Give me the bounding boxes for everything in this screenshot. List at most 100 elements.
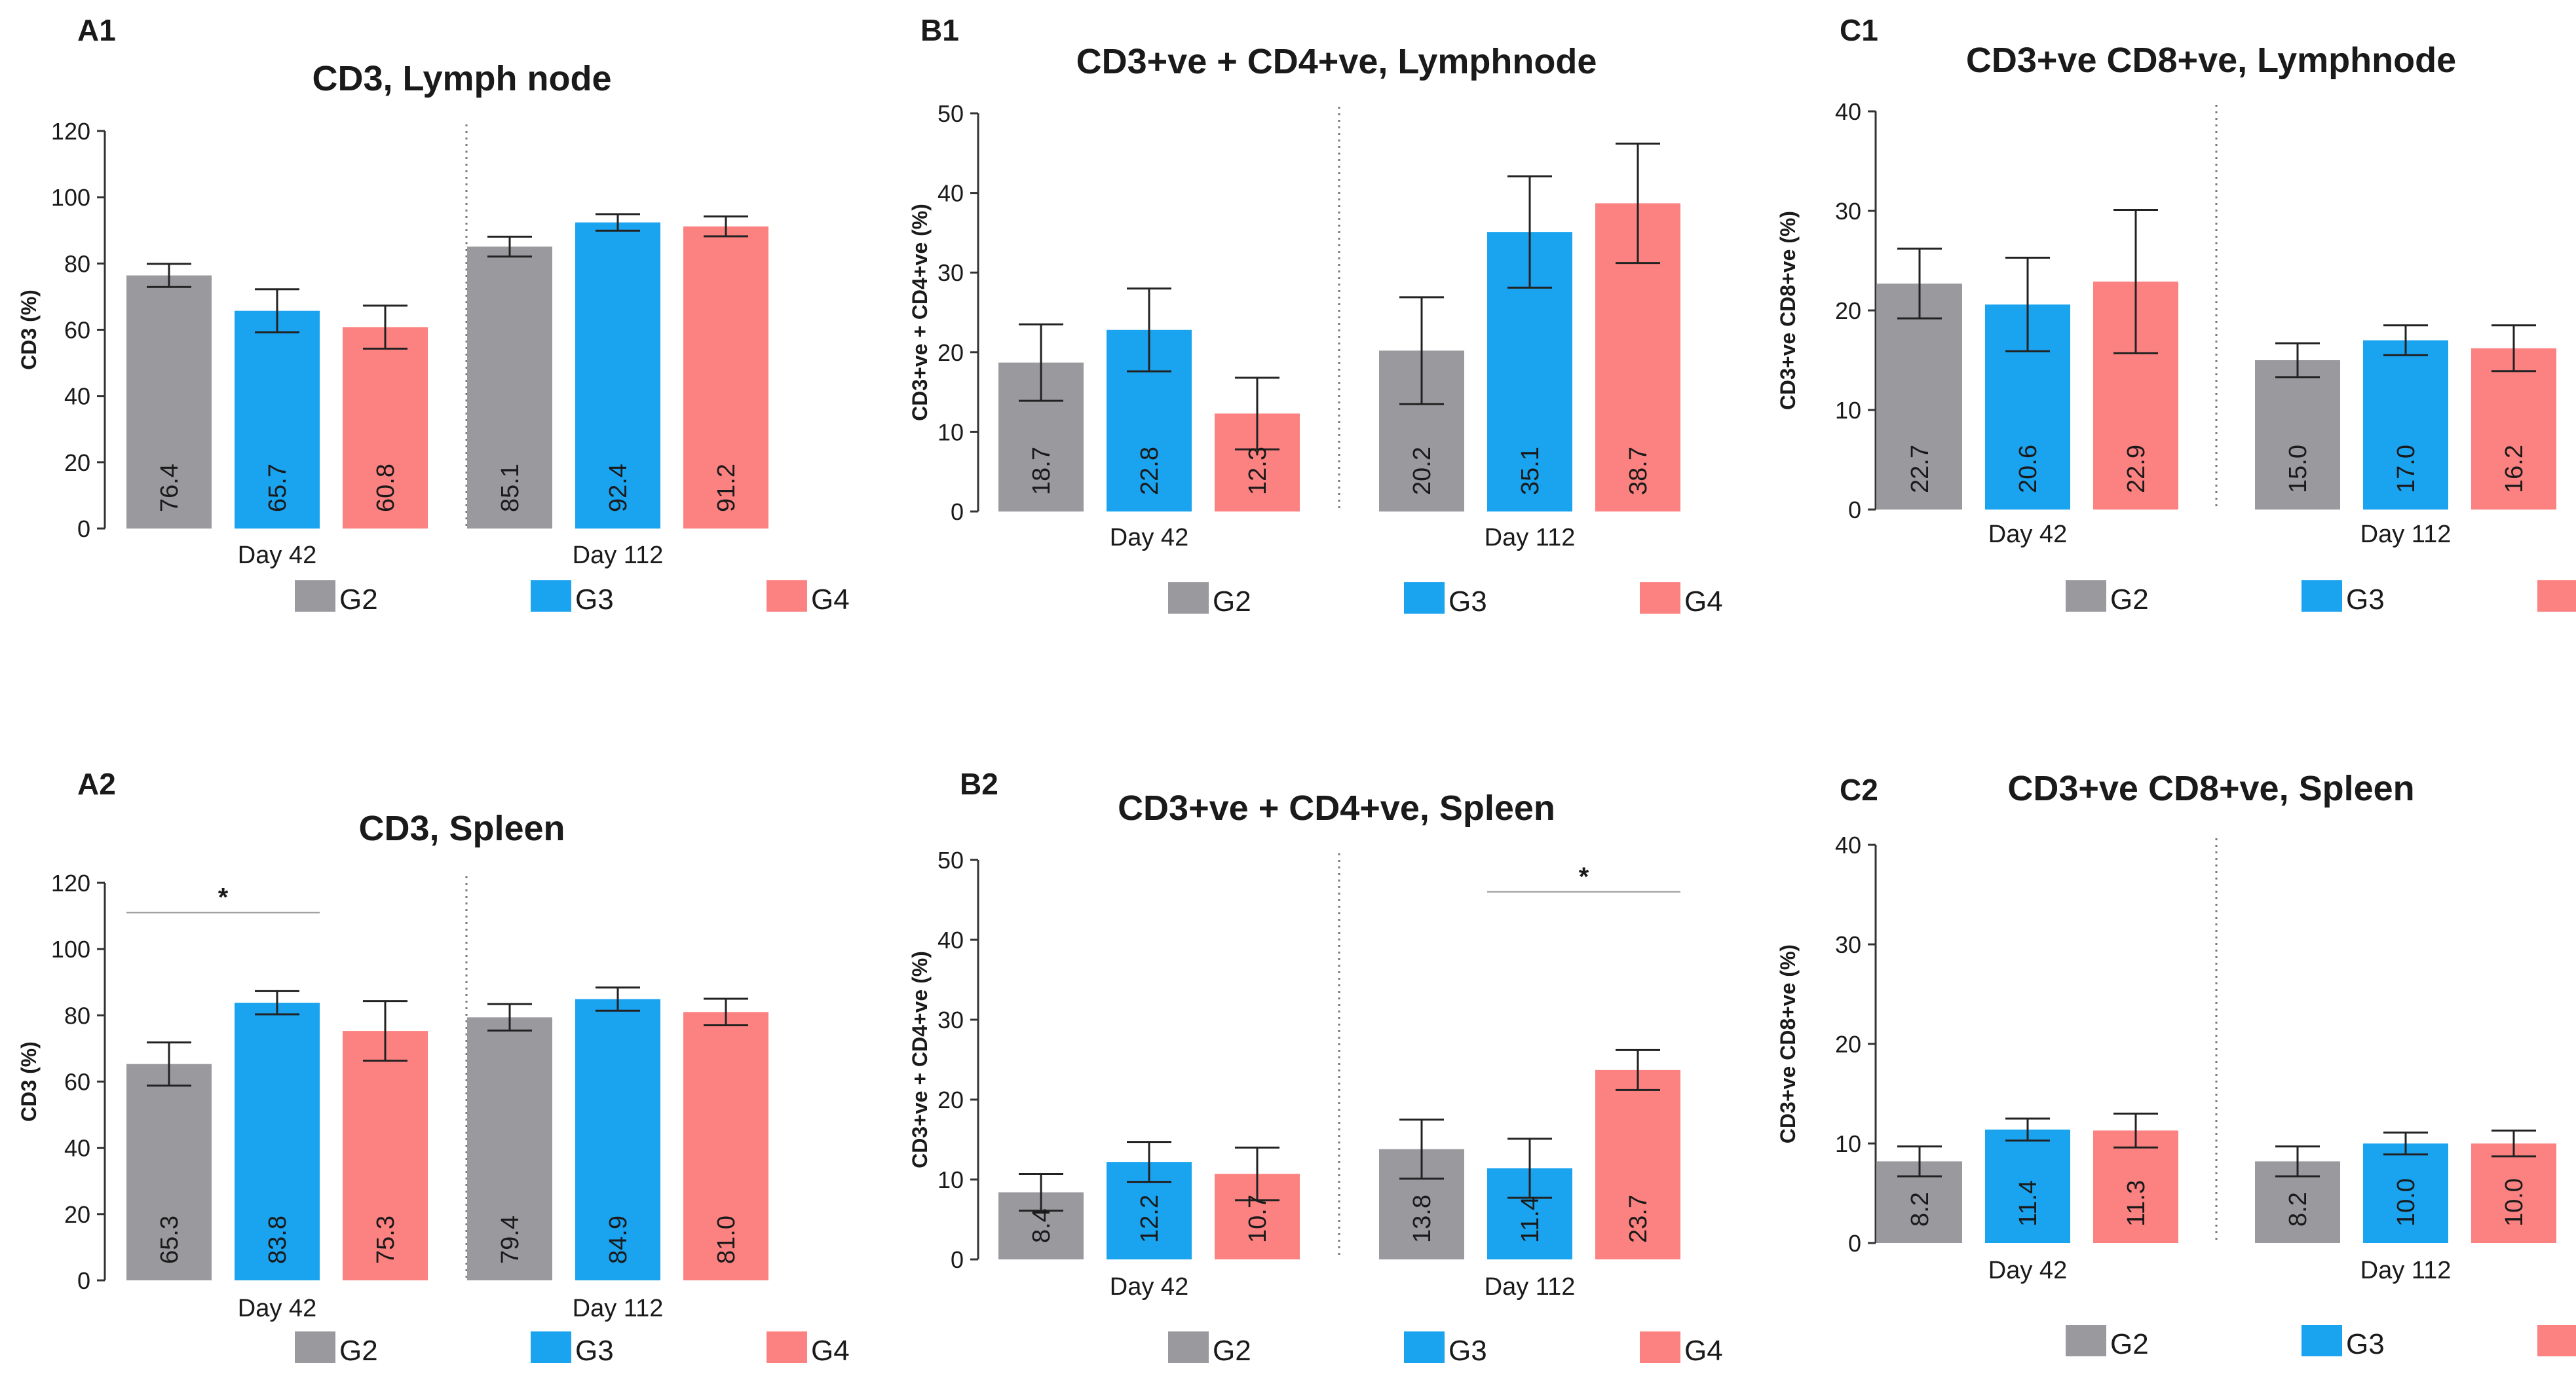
legend-swatch-g4 [2537,1325,2576,1356]
y-tick-label: 40 [1835,98,1861,125]
panel-id: C2 [1840,773,1878,807]
y-tick-label: 60 [64,1069,90,1096]
y-tick-label: 100 [51,936,90,963]
legend-swatch-g3 [531,1331,571,1363]
bar-value-label: 84.9 [605,1216,632,1264]
panel-a2: A2 CD3, Spleen 0 20 40 60 80 100 120 CD3 (%) 65.3 8… [17,767,850,1367]
bar-value-label: 10.7 [1244,1195,1272,1243]
bar-g2 [2255,360,2340,510]
legend-swatch-g3 [2301,580,2342,612]
x-group-label: Day 112 [1485,524,1576,551]
y-tick-label: 30 [1835,931,1861,958]
panel-id: A1 [77,13,116,47]
x-group-label: Day 112 [2360,521,2452,548]
y-tick-label: 10 [938,418,964,445]
bar-g4 [343,1031,428,1280]
bar-value-label: 13.8 [1409,1195,1436,1243]
bar-g3 [235,1003,320,1280]
chart-title: CD3+ve + CD4+ve, Lymphnode [1076,42,1597,81]
y-tick-label: 20 [1835,1031,1861,1058]
y-tick-label: 0 [1848,496,1861,523]
bar-value-label: 15.0 [2284,445,2312,493]
bar-g2 [1877,283,1962,510]
chart-title: CD3+ve + CD4+ve, Spleen [1118,789,1555,828]
bar-value-label: 17.0 [2393,445,2420,493]
legend-label-g4: G4 [811,1335,850,1367]
bar-value-label: 22.9 [2123,445,2150,493]
legend-swatch-g4 [767,580,807,612]
bar-g4 [2471,348,2556,510]
bar-g4 [683,226,768,529]
bar-g3 [235,310,320,529]
bar-value-label: 75.3 [372,1216,400,1264]
y-axis-label: CD3+ve CD8+ve (%) [1776,211,1800,410]
y-tick-label: 30 [1835,198,1861,225]
x-group-label: Day 42 [238,1295,316,1322]
panel-a1: A1 CD3, Lymph node 0 20 40 60 80 100 120 CD3 (%) 7… [17,13,850,616]
bar-value-label: 92.4 [605,464,632,512]
legend-swatch-g3 [2301,1325,2342,1356]
bar-value-label: 12.3 [1244,447,1272,495]
y-tick-label: 0 [951,1246,964,1273]
legend-swatch-g2 [1168,582,1209,614]
y-axis-label: CD3+ve CD8+ve (%) [1776,944,1800,1143]
y-tick-label: 0 [1848,1230,1861,1257]
y-tick-label: 40 [64,383,90,410]
bar-value-label: 11.3 [2123,1180,2150,1227]
bar-g3 [2363,1143,2448,1243]
legend-swatch-g3 [1404,1331,1445,1363]
panel-c2: C2 CD3+ve CD8+ve, Spleen 0 10 20 30 40 CD3+ve C… [1776,769,2576,1360]
y-tick-label: 80 [64,1002,90,1029]
bar-g2 [126,275,212,529]
bar-g2 [467,1017,552,1280]
bar-value-label: 23.7 [1625,1195,1652,1243]
bar-value-label: 60.8 [372,464,400,512]
x-group-label: Day 112 [2360,1257,2452,1284]
legend-label-g4: G4 [1684,1335,1723,1367]
significance-star: * [218,883,229,912]
bar-g3 [575,999,660,1280]
legend-label-g2: G2 [339,584,378,616]
y-axis-label: CD3+ve + CD4+ve (%) [908,204,932,421]
legend-swatch-g3 [1404,582,1445,614]
significance-star: * [1579,863,1589,891]
bar-value-label: 11.4 [1517,1197,1544,1243]
x-group-label: Day 112 [1485,1273,1576,1301]
y-tick-label: 20 [64,449,90,476]
y-tick-label: 60 [64,317,90,344]
chart-title: CD3+ve CD8+ve, Spleen [2007,769,2414,808]
bar-g3 [2363,340,2448,510]
y-tick-label: 120 [51,870,90,897]
legend-swatch-g2 [295,580,335,612]
x-group-label: Day 112 [573,542,664,569]
legend-swatch-g4 [1640,582,1680,614]
legend-swatch-g3 [531,580,571,612]
x-group-label: Day 42 [1988,1257,2067,1284]
y-tick-label: 40 [938,927,964,954]
bar-g4 [683,1012,768,1280]
y-axis-label: CD3+ve + CD4+ve (%) [908,951,932,1168]
bar-g3 [575,222,660,529]
panel-c1: C1 CD3+ve CD8+ve, Lymphnode 0 10 20 30 40 CD3+v… [1776,13,2576,616]
bar-value-label: 8.2 [1906,1192,1934,1227]
bar-value-label: 65.3 [156,1216,183,1264]
panel-b2: B2 CD3+ve + CD4+ve, Spleen 0 10 20 30 40 50 CD3+… [908,767,1723,1367]
bar-value-label: 10.0 [2501,1178,2528,1227]
bar-value-label: 8.4 [1028,1208,1055,1243]
legend-label-g2: G2 [339,1335,378,1367]
y-tick-label: 100 [51,184,90,211]
panel-id: B2 [960,767,998,801]
legend-swatch-g4 [767,1331,807,1363]
chart-title: CD3, Lymph node [312,59,611,98]
y-tick-label: 40 [64,1135,90,1162]
bar-value-label: 22.7 [1906,445,1934,493]
bar-g4 [343,327,428,529]
bar-value-label: 16.2 [2501,445,2528,493]
y-tick-label: 30 [938,259,964,286]
legend-label-g3: G3 [575,1335,614,1367]
x-group-label: Day 112 [573,1295,664,1322]
y-tick-label: 30 [938,1007,964,1033]
legend-swatch-g2 [295,1331,335,1363]
y-axis-label: CD3 (%) [17,289,41,370]
